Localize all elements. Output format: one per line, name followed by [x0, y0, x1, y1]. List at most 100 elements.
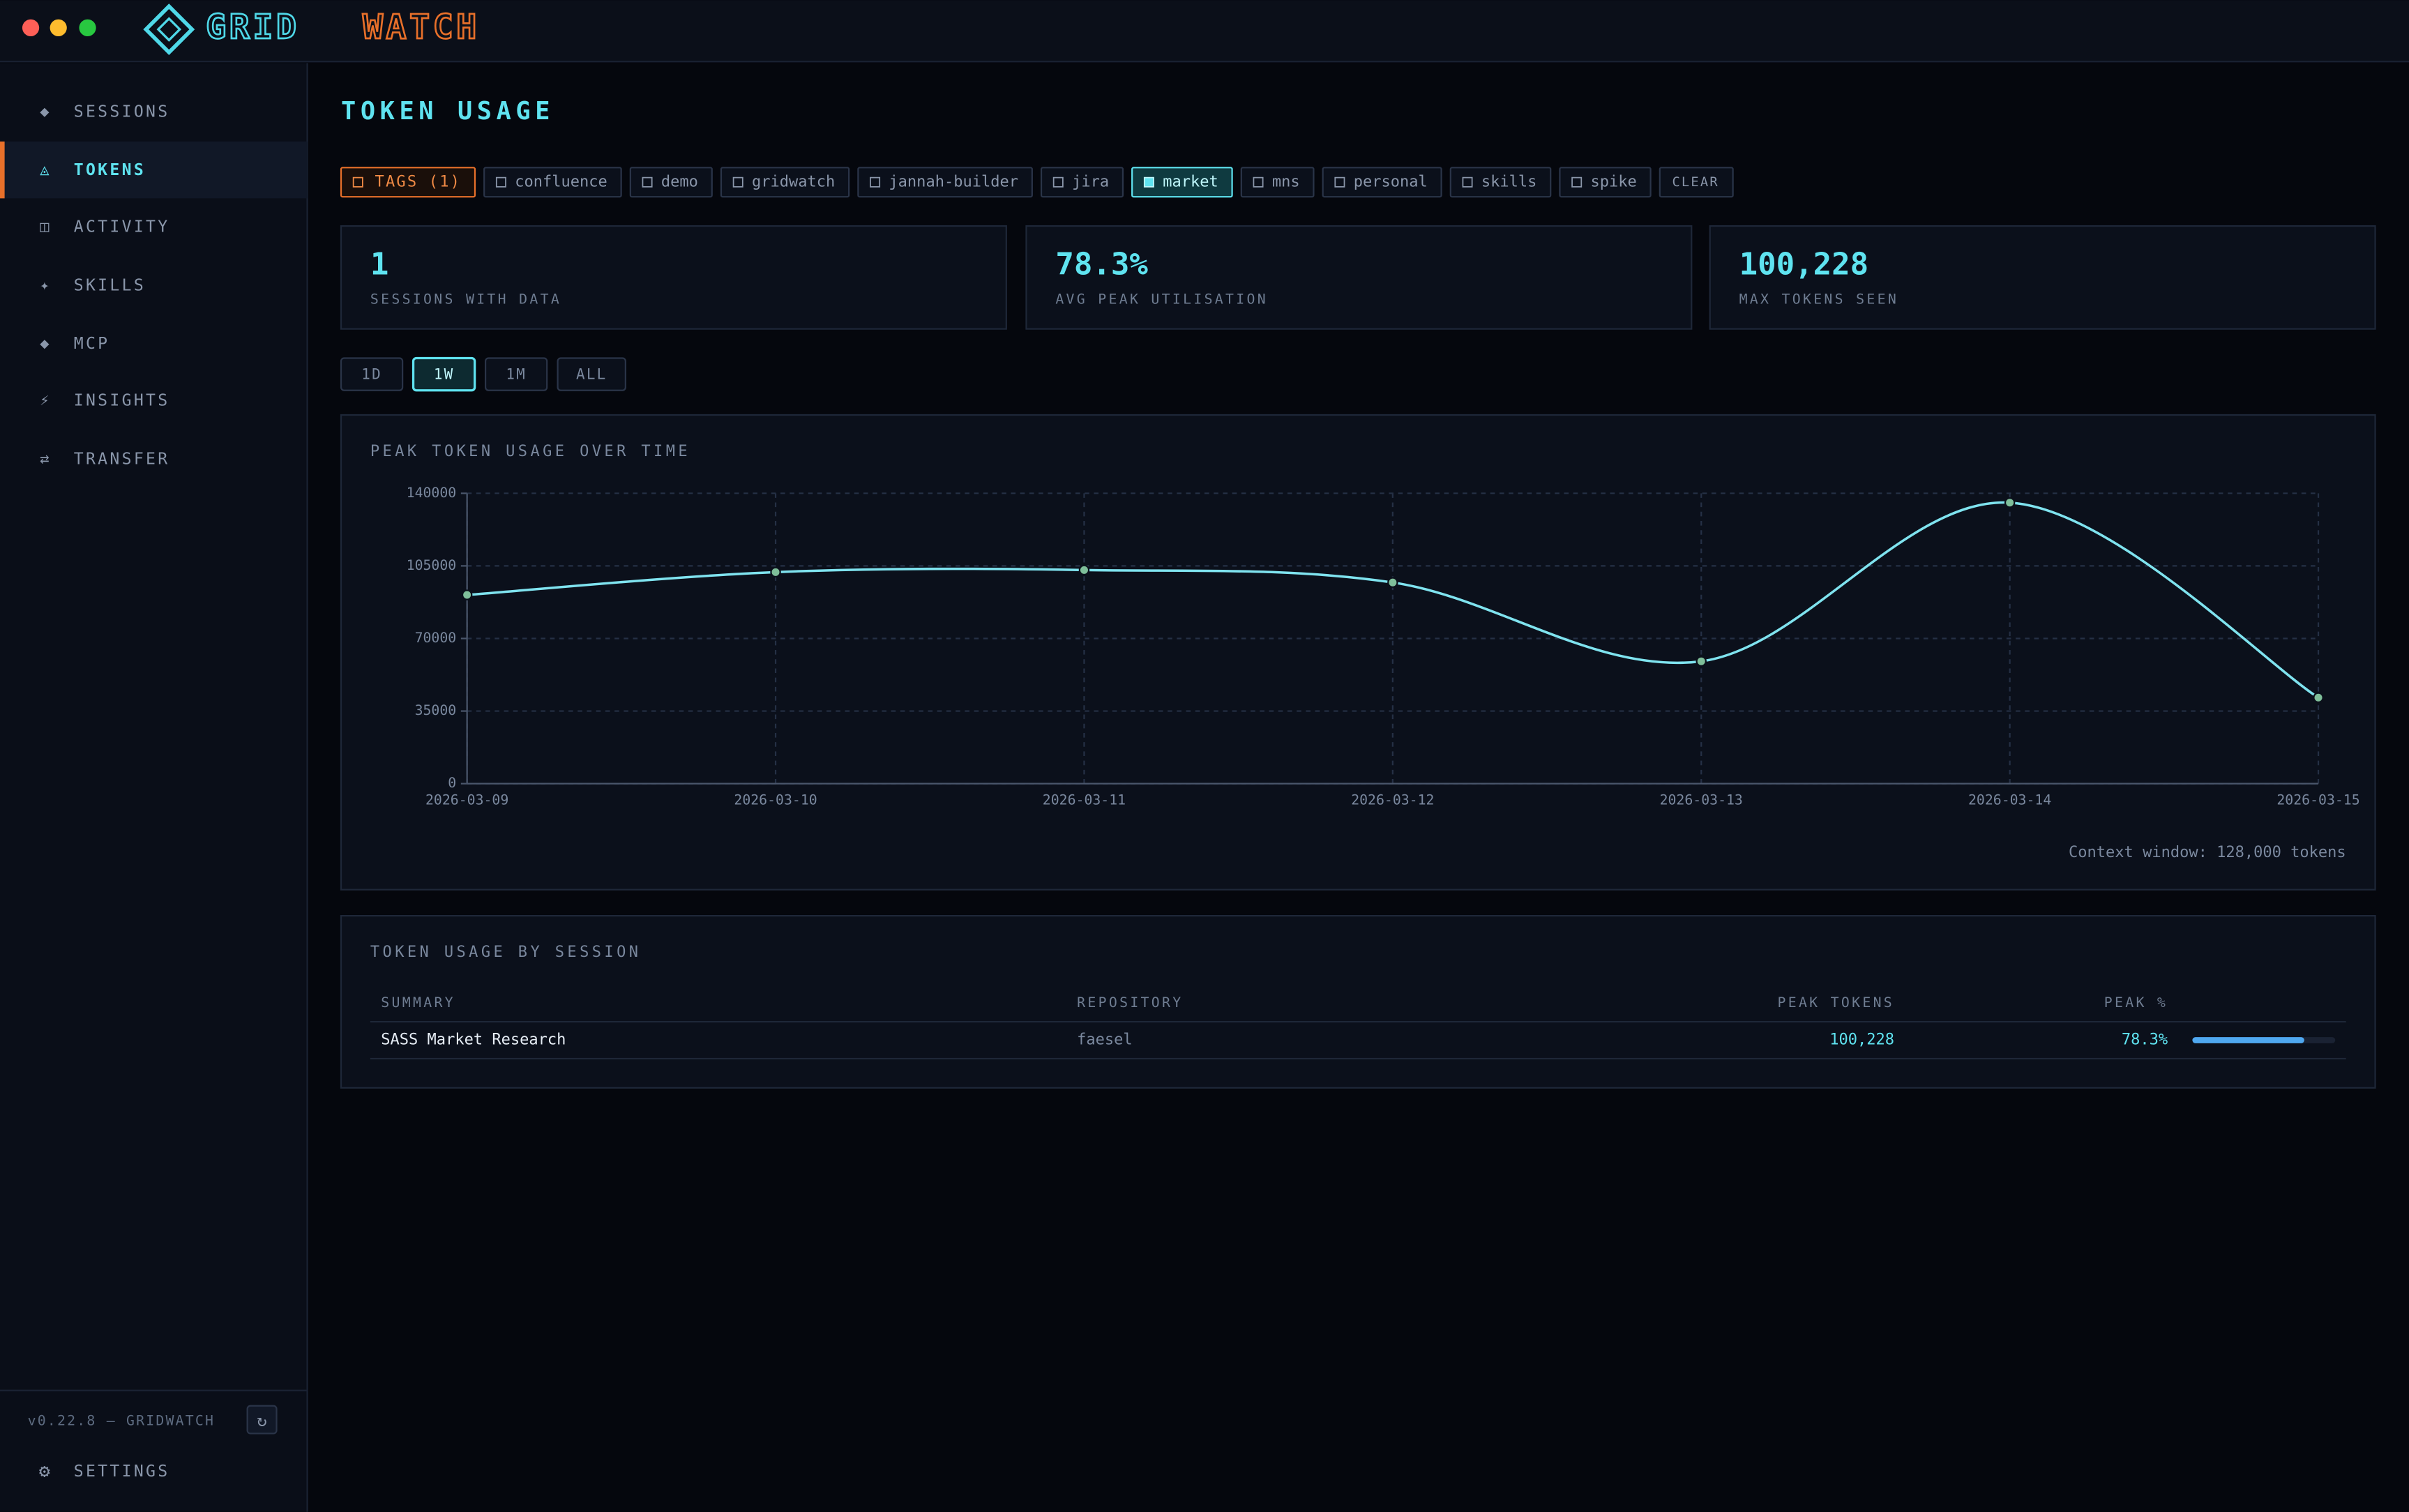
table-panel — [340, 914, 2376, 1089]
data-point — [2004, 497, 2016, 508]
table-header: REPOSITORY — [1077, 995, 1183, 1011]
range-label: 1W — [434, 366, 455, 383]
stat-label: AVG PEAK UTILISATION — [1055, 291, 1268, 307]
checkbox — [495, 176, 506, 188]
stat-card — [1025, 225, 1693, 330]
checkbox — [642, 176, 653, 188]
title-bar — [0, 0, 2409, 62]
tag-chip[interactable] — [1240, 167, 1315, 198]
logo-left: GRID — [206, 8, 299, 47]
stat-card — [1709, 225, 2376, 330]
progress-fill — [2192, 1037, 2304, 1043]
clear-button-label: CLEAR — [1672, 175, 1719, 190]
refresh-icon: ↻ — [257, 1411, 267, 1430]
nav-icon: ✦ — [40, 277, 49, 294]
tag-chip[interactable] — [1322, 167, 1442, 198]
tag-chip[interactable] — [483, 167, 622, 198]
cell-peak-tokens: 100,228 — [1829, 1031, 1894, 1049]
tag-chip[interactable] — [629, 167, 713, 198]
stat-value: 78.3% — [1055, 246, 1148, 282]
nav-item[interactable]: TOKENS — [74, 161, 146, 179]
nav-icon: ⇄ — [40, 451, 49, 468]
table-title: TOKEN USAGE BY SESSION — [370, 944, 642, 961]
stat-label: SESSIONS WITH DATA — [370, 291, 561, 307]
stat-label: MAX TOKENS SEEN — [1739, 291, 1899, 307]
logo-right: WATCH — [363, 8, 480, 47]
tag-chip-label: jira — [1072, 173, 1109, 190]
cell-summary: SASS Market Research — [381, 1031, 566, 1049]
cell-repository: faesel — [1077, 1031, 1133, 1049]
y-tick-label: 140000 — [407, 485, 457, 501]
checkbox — [1143, 176, 1154, 188]
tag-chip-label: jannah-builder — [889, 173, 1018, 190]
tag-chip[interactable] — [1449, 167, 1552, 198]
tag-chip-label: spike — [1590, 173, 1636, 190]
tag-chip-label: mns — [1272, 173, 1300, 190]
nav-item[interactable]: MCP — [74, 335, 110, 353]
tag-chip-label: personal — [1354, 173, 1428, 190]
nav-icon: ◆ — [40, 335, 50, 353]
settings-icon: ⚙ — [39, 1460, 50, 1482]
checkbox — [1571, 176, 1583, 188]
x-tick-label: 2026-03-11 — [1043, 792, 1126, 808]
nav-item[interactable]: ACTIVITY — [74, 218, 170, 236]
nav-item[interactable]: SKILLS — [74, 276, 146, 294]
nav-active-bg — [0, 141, 308, 199]
checkbox — [1334, 176, 1345, 188]
checkbox — [1052, 176, 1064, 188]
nav-item[interactable]: TRANSFER — [74, 450, 170, 468]
chart-title: PEAK TOKEN USAGE OVER TIME — [370, 443, 690, 460]
refresh-button[interactable] — [246, 1405, 278, 1435]
data-point — [1696, 656, 1707, 667]
tag-chip-label: confluence — [515, 173, 607, 190]
cell-peak-pct: 78.3% — [2122, 1031, 2168, 1049]
version: v0.22.8 — GRIDWATCH — [28, 1412, 216, 1428]
range-label: ALL — [576, 366, 607, 383]
logo-icon — [143, 3, 195, 56]
chart-panel — [340, 414, 2376, 891]
stat-card — [340, 225, 1007, 330]
nav-icon: ⚡ — [40, 392, 49, 409]
clear-button[interactable] — [1659, 167, 1734, 198]
tag-chip-label: skills — [1481, 173, 1537, 190]
table-header: PEAK TOKENS — [1777, 995, 1894, 1011]
tag-chip-label: market — [1163, 173, 1218, 190]
range-button[interactable] — [557, 357, 626, 391]
settings-link[interactable]: SETTINGS — [74, 1462, 170, 1481]
y-tick-label: 105000 — [407, 557, 457, 573]
range-button[interactable] — [340, 357, 404, 391]
tag-chip[interactable] — [1040, 167, 1124, 198]
range-label: 1D — [361, 366, 382, 383]
x-tick-label: 2026-03-10 — [734, 792, 817, 808]
tag-chip-label: demo — [661, 173, 698, 190]
data-point — [1387, 577, 1398, 588]
x-tick-label: 2026-03-09 — [425, 792, 508, 808]
page-title: TOKEN USAGE — [341, 97, 554, 126]
checkbox — [1462, 176, 1473, 188]
close-button[interactable] — [22, 19, 40, 36]
maximize-button[interactable] — [79, 19, 96, 36]
nav-item[interactable]: SESSIONS — [74, 103, 170, 121]
tag-chip[interactable] — [720, 167, 850, 198]
nav-item[interactable]: INSIGHTS — [74, 392, 170, 410]
range-button[interactable] — [484, 357, 548, 391]
tag-chip[interactable] — [857, 167, 1033, 198]
x-tick-label: 2026-03-14 — [1968, 792, 2051, 808]
range-label: 1M — [506, 366, 527, 383]
checkbox — [352, 176, 363, 188]
y-tick-label: 35000 — [415, 702, 457, 718]
tags-button[interactable] — [340, 167, 476, 198]
x-tick-label: 2026-03-13 — [1660, 792, 1743, 808]
nav-icon: ◫ — [40, 218, 50, 236]
tag-chip[interactable] — [1559, 167, 1652, 198]
table-header: SUMMARY — [381, 995, 455, 1011]
data-point — [461, 589, 473, 600]
tag-chip[interactable] — [1131, 167, 1233, 198]
x-tick-label: 2026-03-12 — [1351, 792, 1434, 808]
nav-icon: ◬ — [40, 162, 50, 179]
minimize-button[interactable] — [50, 19, 67, 36]
y-tick-label: 70000 — [415, 630, 457, 646]
range-button[interactable] — [411, 356, 476, 392]
